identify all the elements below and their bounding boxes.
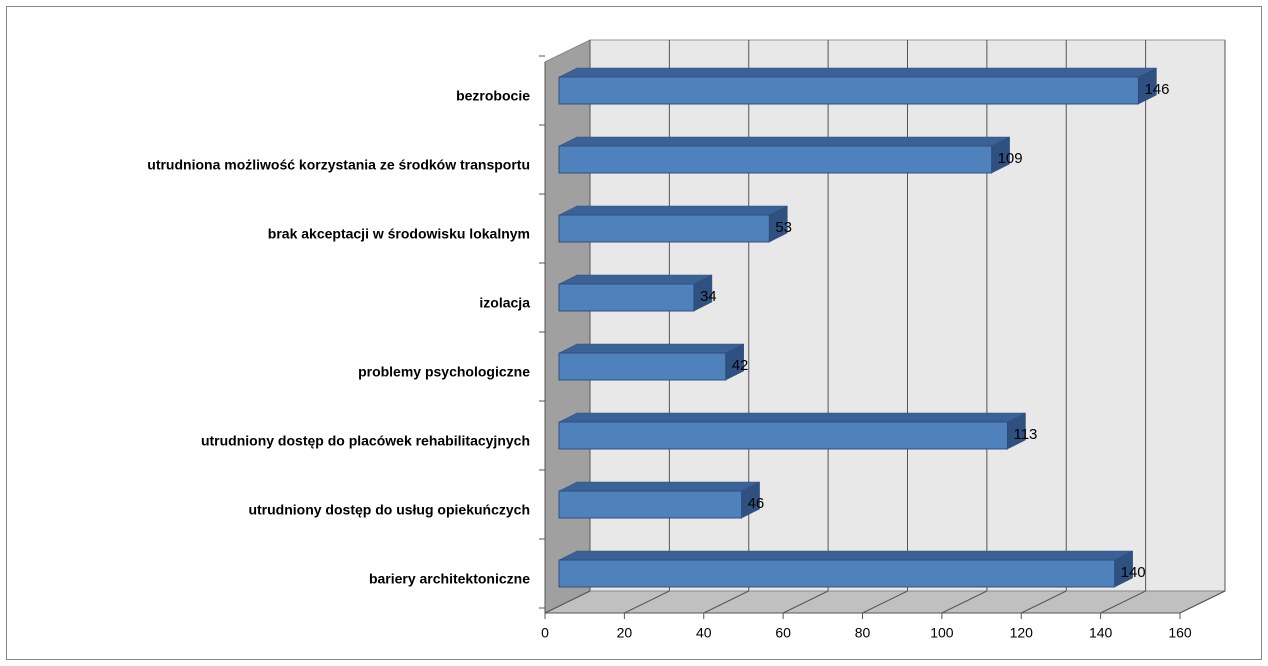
y-tick-label: utrudniona możliwość korzystania ze środ… [147, 157, 530, 173]
x-tick-label: 140 [1089, 625, 1113, 641]
y-tick-label: problemy psychologiczne [358, 364, 530, 380]
bar-top [558, 412, 1026, 423]
x-tick-label: 40 [696, 625, 712, 641]
floor-grid-line [1100, 590, 1146, 614]
y-tick-label: bezrobocie [456, 88, 530, 104]
bar-top [558, 481, 760, 492]
left-wall [544, 39, 591, 614]
floor-grid-line [624, 590, 670, 614]
bar-top [558, 274, 713, 285]
floor-grid-line [941, 590, 988, 614]
bar-top [558, 67, 1157, 78]
y-tick-label: izolacja [479, 295, 530, 311]
x-tick-label: 0 [541, 625, 549, 641]
x-tick-label: 20 [617, 625, 633, 641]
data-label: 109 [998, 150, 1023, 167]
y-tick-label: utrudniony dostęp do usług opiekuńczych [248, 502, 530, 518]
bar [558, 76, 1139, 105]
floor-grid-line [1179, 590, 1226, 614]
floor-grid-line [703, 590, 749, 614]
bar-top [558, 550, 1133, 561]
bar-top [558, 205, 788, 216]
bar [558, 352, 727, 381]
floor-grid-line [782, 590, 829, 614]
data-label: 53 [775, 219, 792, 236]
x-tick-label: 100 [930, 625, 954, 641]
x-tick-label: 160 [1168, 625, 1192, 641]
data-label: 146 [1144, 81, 1169, 98]
x-tick-label: 80 [855, 625, 871, 641]
y-tick-label: bariery architektoniczne [369, 571, 530, 587]
bar [558, 283, 695, 312]
bar-top [558, 136, 1010, 147]
floor-grid-line [1021, 590, 1067, 614]
bar [558, 214, 770, 243]
y-tick-label: brak akceptacji w środowisku lokalnym [268, 226, 530, 242]
data-label: 140 [1121, 564, 1146, 581]
data-label: 42 [732, 357, 749, 374]
data-label: 46 [748, 495, 765, 512]
bar [558, 145, 993, 174]
data-label: 34 [700, 288, 717, 305]
bar-top [558, 343, 744, 354]
bar [558, 490, 743, 519]
data-label: 113 [1013, 426, 1037, 443]
y-tick-label: utrudniony dostęp do placówek rehabilita… [201, 433, 530, 449]
bar [558, 421, 1008, 450]
x-tick-label: 60 [775, 625, 791, 641]
bar [558, 559, 1116, 588]
floor-grid-line [544, 590, 591, 614]
x-tick-label: 120 [1010, 625, 1034, 641]
floor-grid-line [862, 590, 908, 614]
